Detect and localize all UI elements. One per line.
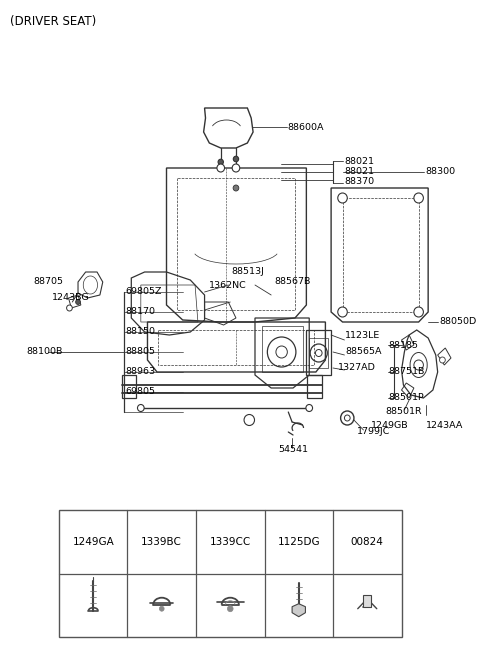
Circle shape xyxy=(76,300,80,305)
Circle shape xyxy=(338,307,348,317)
Text: 1243BG: 1243BG xyxy=(52,294,90,303)
Text: 88300: 88300 xyxy=(425,168,456,177)
Text: 88567B: 88567B xyxy=(274,278,311,287)
Text: 1243AA: 1243AA xyxy=(426,421,464,430)
Text: 88185: 88185 xyxy=(388,340,418,349)
Text: 1339BC: 1339BC xyxy=(141,537,182,547)
Circle shape xyxy=(233,156,239,162)
Polygon shape xyxy=(363,595,371,607)
Text: 88963: 88963 xyxy=(126,367,156,377)
Circle shape xyxy=(233,185,239,191)
Text: 88150: 88150 xyxy=(126,327,156,336)
Text: 1339CC: 1339CC xyxy=(210,537,251,547)
Circle shape xyxy=(341,411,354,425)
Circle shape xyxy=(232,164,240,172)
Text: 88501P: 88501P xyxy=(388,393,424,402)
Text: 88050D: 88050D xyxy=(440,318,477,327)
Text: 88751B: 88751B xyxy=(388,367,425,377)
Text: 1125DG: 1125DG xyxy=(277,537,320,547)
Text: 88600A: 88600A xyxy=(288,122,324,131)
Circle shape xyxy=(338,193,348,203)
Text: 1362NC: 1362NC xyxy=(209,281,247,289)
Text: 69805Z: 69805Z xyxy=(126,287,162,296)
Circle shape xyxy=(137,404,144,411)
Text: 1249GB: 1249GB xyxy=(371,421,408,430)
Circle shape xyxy=(159,606,164,611)
Text: 00824: 00824 xyxy=(351,537,384,547)
Text: 88565A: 88565A xyxy=(346,347,382,356)
Circle shape xyxy=(244,415,254,426)
Text: 88705: 88705 xyxy=(33,278,63,287)
Circle shape xyxy=(306,404,312,411)
Circle shape xyxy=(315,349,322,356)
Text: 88021: 88021 xyxy=(345,157,374,166)
Circle shape xyxy=(228,606,233,611)
Circle shape xyxy=(218,159,223,165)
Text: 1799JC: 1799JC xyxy=(357,428,390,437)
Circle shape xyxy=(414,193,423,203)
Text: 88513J: 88513J xyxy=(231,267,264,276)
Text: 88170: 88170 xyxy=(126,307,156,316)
Text: 88501R: 88501R xyxy=(385,408,422,417)
Text: 88805: 88805 xyxy=(126,347,156,356)
Text: 88370: 88370 xyxy=(345,177,374,186)
Text: 88100B: 88100B xyxy=(27,347,63,356)
Text: 1327AD: 1327AD xyxy=(338,364,376,373)
Circle shape xyxy=(440,357,445,363)
Text: 69805: 69805 xyxy=(126,388,156,397)
Text: (DRIVER SEAT): (DRIVER SEAT) xyxy=(10,15,96,28)
Circle shape xyxy=(414,307,423,317)
Circle shape xyxy=(67,305,72,311)
Polygon shape xyxy=(292,604,305,617)
Text: 54541: 54541 xyxy=(279,446,309,454)
Circle shape xyxy=(217,164,225,172)
Circle shape xyxy=(414,360,423,370)
Text: 88021: 88021 xyxy=(345,168,374,177)
Text: 1123LE: 1123LE xyxy=(346,331,381,340)
Text: 1249GA: 1249GA xyxy=(72,537,114,547)
